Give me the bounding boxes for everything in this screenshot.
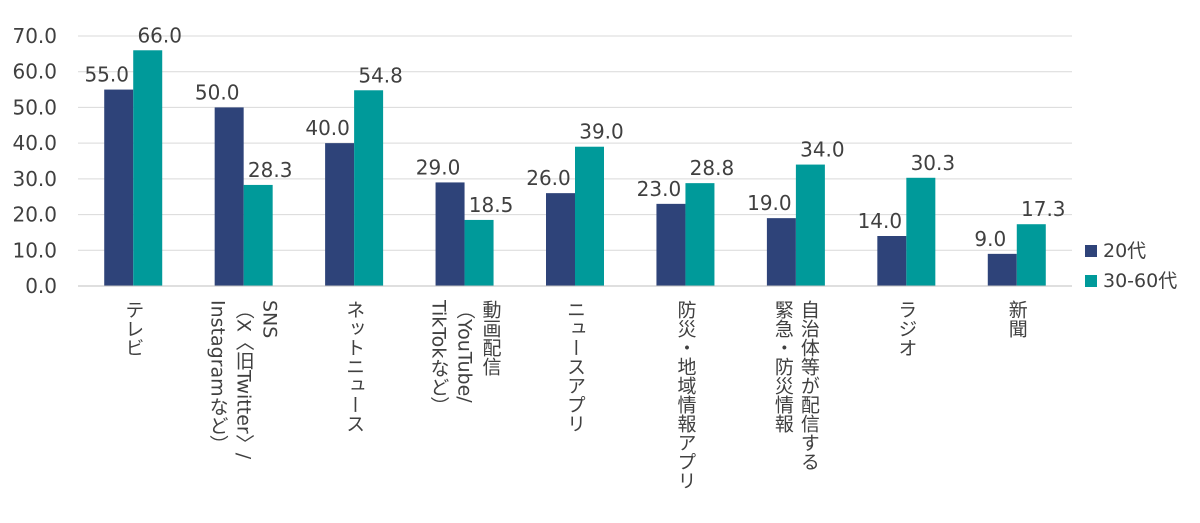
x-category-label: ニュースアプリ <box>564 300 586 433</box>
x-category-label: Instagramなど） <box>207 300 229 454</box>
data-label: 28.3 <box>248 158 293 182</box>
bar-series2 <box>354 90 384 287</box>
x-category-label: SNS <box>259 300 281 338</box>
data-label: 17.3 <box>1021 197 1066 221</box>
bar-series1 <box>656 203 686 286</box>
x-category-label: （YouTube/ <box>454 300 476 403</box>
data-label: 34.0 <box>800 138 845 162</box>
data-label: 54.8 <box>358 63 403 87</box>
bar-series1 <box>214 107 244 286</box>
y-tick-label: 0.0 <box>25 274 57 298</box>
data-label: 29.0 <box>416 155 461 179</box>
y-tick-label: 70.0 <box>12 24 57 48</box>
legend-swatch <box>1085 245 1097 257</box>
bar-series2 <box>575 146 604 286</box>
bar-series1 <box>987 253 1017 286</box>
legend-swatch <box>1085 275 1097 287</box>
data-label: 39.0 <box>579 120 624 144</box>
y-axis: 0.0 10.0 20.0 30.0 40.0 50.0 60.0 70.0 <box>12 24 57 298</box>
y-tick-label: 20.0 <box>12 203 57 227</box>
bar-series2 <box>243 184 273 286</box>
bar-series2 <box>464 219 494 286</box>
data-label: 30.3 <box>911 151 956 175</box>
data-label: 14.0 <box>858 209 903 233</box>
y-tick-label: 10.0 <box>12 238 57 262</box>
data-label: 40.0 <box>305 116 350 140</box>
x-category-label: 新聞 <box>1006 300 1028 338</box>
x-category-label: 動画配信 <box>480 300 502 376</box>
bar-series2 <box>906 177 936 286</box>
legend-label: 20代 <box>1103 240 1146 262</box>
bar-series2 <box>685 183 715 286</box>
y-tick-label: 50.0 <box>12 95 57 119</box>
x-category-label: TikTokなど） <box>428 299 450 415</box>
data-label: 9.0 <box>974 227 1006 251</box>
x-category-label: テレビ <box>122 300 144 357</box>
bar-series2 <box>795 164 825 286</box>
y-tick-label: 30.0 <box>12 167 57 191</box>
data-label: 18.5 <box>469 193 514 217</box>
data-label: 28.8 <box>690 156 735 180</box>
y-tick-label: 40.0 <box>12 131 57 155</box>
bar-series1 <box>877 236 907 286</box>
x-category-label: ラジオ <box>895 300 917 357</box>
data-labels: 55.0 66.0 50.0 28.3 40.0 54.8 29.0 18.5 26.0 39.0… <box>84 23 1065 251</box>
data-label: 50.0 <box>195 80 240 104</box>
data-label: 55.0 <box>84 63 129 87</box>
data-label: 23.0 <box>637 177 682 201</box>
x-category-label: 自治体等が配信する <box>798 300 820 471</box>
x-category-label: ネットニュース <box>343 300 365 433</box>
bar-series1 <box>546 193 575 286</box>
data-label: 66.0 <box>137 23 182 47</box>
legend: 20代 30-60代 <box>1085 240 1177 292</box>
x-category-label: （X〈旧Twitter〉/ <box>233 300 255 460</box>
bars <box>104 50 1046 287</box>
bar-series1 <box>435 182 465 286</box>
data-label: 26.0 <box>526 166 571 190</box>
bar-series1 <box>766 218 796 286</box>
bar-series2 <box>1016 224 1046 286</box>
bar-series1 <box>104 89 134 286</box>
bar-series1 <box>325 143 355 286</box>
data-label: 19.0 <box>747 191 792 215</box>
x-category-label: 緊急・防災情報 <box>772 300 794 434</box>
legend-label: 30-60代 <box>1103 270 1177 292</box>
y-tick-label: 60.0 <box>12 60 57 84</box>
x-category-label: 防災・地域情報アプリ <box>674 300 696 490</box>
x-axis: テレビ SNS（X〈旧Twitter〉/Instagramなど） ネットニュース 動画… <box>78 285 1072 490</box>
bar-series2 <box>133 50 163 287</box>
